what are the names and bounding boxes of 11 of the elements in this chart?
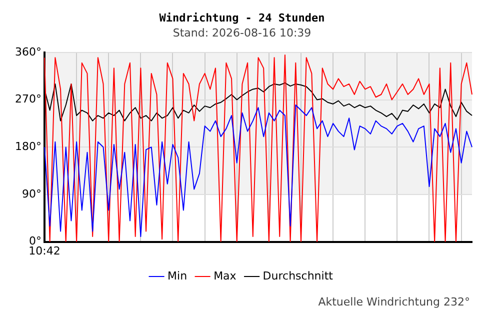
legend-label: Max	[214, 269, 237, 282]
x-tick-label: 10:42	[28, 244, 60, 258]
text: Aktuelle Windrichtung 232°	[318, 295, 470, 308]
chart-subtitle: Stand: 2026-08-16 10:39	[172, 26, 312, 40]
y-tick-label: 180°	[14, 140, 42, 153]
y-tick-label: 90°	[22, 187, 42, 200]
chart-title: Windrichtung - 24 Stunden	[159, 11, 325, 24]
y-tick-label: 360°	[14, 45, 42, 58]
legend-label: Min	[168, 269, 188, 282]
legend-label: Durchschnitt	[262, 269, 334, 282]
y-tick-label: 270°	[14, 92, 42, 106]
